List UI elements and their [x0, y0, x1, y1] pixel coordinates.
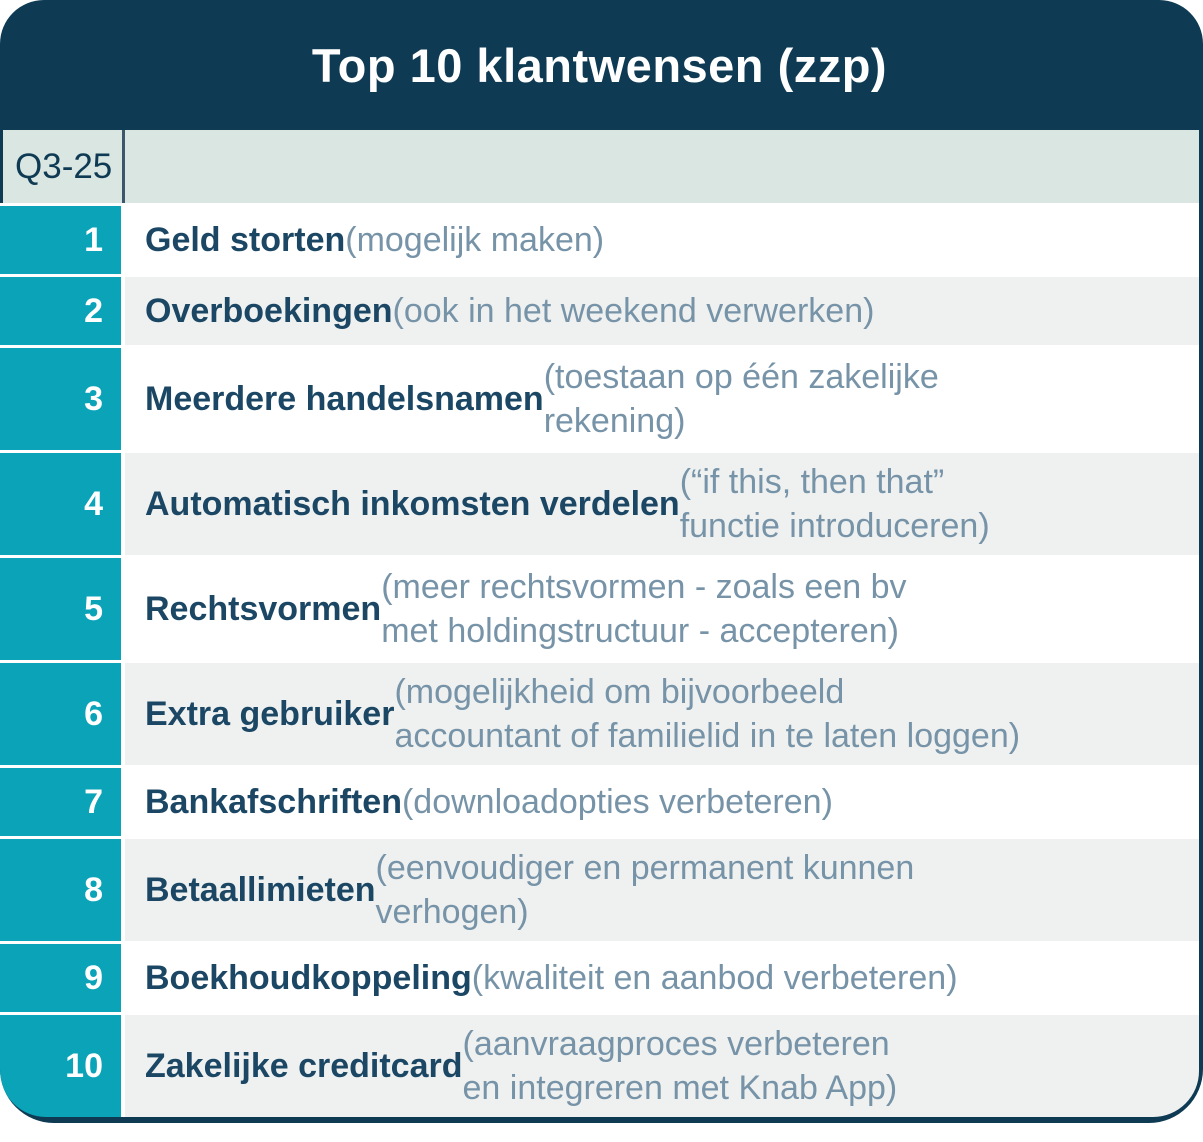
wish-note: (meer rechtsvormen - zoals een bv met ho…	[381, 568, 907, 650]
wish-note: (eenvoudiger en permanent kunnen verhoge…	[375, 849, 915, 931]
wish-note: (aanvraagproces verbeteren en integreren…	[462, 1025, 898, 1107]
wish-label: Geld storten	[145, 221, 346, 259]
wish-label: Bankafschriften	[145, 783, 402, 821]
wish-label: Overboekingen	[145, 292, 393, 330]
rank-badge: 1	[0, 206, 125, 274]
rank-badge: 10	[0, 1015, 125, 1117]
wish-row: 5 Rechtsvormen (meer rechtsvormen - zoal…	[0, 555, 1199, 660]
wish-text: Overboekingen (ook in het weekend verwer…	[125, 277, 1199, 345]
wish-text: Extra gebruiker (mogelijkheid om bijvoor…	[125, 663, 1199, 765]
wish-label: Automatisch inkomsten verdelen	[145, 485, 680, 523]
wish-row: 2 Overboekingen (ook in het weekend verw…	[0, 274, 1199, 345]
wish-label: Rechtsvormen	[145, 590, 382, 628]
rank-badge: 3	[0, 348, 125, 450]
wish-note: (toestaan op één zakelijke rekening)	[543, 358, 939, 440]
rows: 1 Geld storten (mogelijk maken) 2 Overbo…	[0, 203, 1199, 1117]
quarter-badge: Q3-25	[0, 130, 125, 203]
wish-text: Boekhoudkoppeling (kwaliteit en aanbod v…	[125, 944, 1199, 1012]
rank-badge: 9	[0, 944, 125, 1012]
title-band: Top 10 klantwensen (zzp)	[0, 0, 1199, 130]
wish-label: Boekhoudkoppeling	[145, 959, 472, 997]
wish-row: 10 Zakelijke creditcard (aanvraagproces …	[0, 1012, 1199, 1117]
wish-note: (kwaliteit en aanbod verbeteren)	[471, 959, 958, 997]
quarter-header-spacer	[125, 130, 1199, 203]
wish-label: Zakelijke creditcard	[145, 1047, 463, 1085]
rank-badge: 6	[0, 663, 125, 765]
wish-row: 9 Boekhoudkoppeling (kwaliteit en aanbod…	[0, 941, 1199, 1012]
page-title: Top 10 klantwensen (zzp)	[311, 38, 888, 92]
quarter-header-row: Q3-25	[0, 130, 1199, 203]
rank-badge: 8	[0, 839, 125, 941]
wish-row: 8 Betaallimieten (eenvoudiger en permane…	[0, 836, 1199, 941]
wish-text: Rechtsvormen (meer rechtsvormen - zoals …	[125, 558, 1199, 660]
wish-row: 6 Extra gebruiker (mogelijkheid om bijvo…	[0, 660, 1199, 765]
wish-label: Meerdere handelsnamen	[145, 380, 544, 418]
wish-text: Meerdere handelsnamen (toestaan op één z…	[125, 348, 1199, 450]
wish-row: 4 Automatisch inkomsten verdelen (“if th…	[0, 450, 1199, 555]
wish-text: Zakelijke creditcard (aanvraagproces ver…	[125, 1015, 1199, 1117]
wish-label: Betaallimieten	[145, 871, 376, 909]
wish-note: (downloadopties verbeteren)	[401, 783, 833, 821]
wish-row: 1 Geld storten (mogelijk maken)	[0, 203, 1199, 274]
rank-badge: 5	[0, 558, 125, 660]
rank-badge: 4	[0, 453, 125, 555]
wish-note: (“if this, then that” functie introducer…	[679, 463, 990, 545]
wish-text: Bankafschriften (downloadopties verbeter…	[125, 768, 1199, 836]
wish-label: Extra gebruiker	[145, 695, 395, 733]
wish-text: Geld storten (mogelijk maken)	[125, 206, 1199, 274]
wish-row: 7 Bankafschriften (downloadopties verbet…	[0, 765, 1199, 836]
wish-text: Automatisch inkomsten verdelen (“if this…	[125, 453, 1199, 555]
rank-badge: 7	[0, 768, 125, 836]
wish-text: Betaallimieten (eenvoudiger en permanent…	[125, 839, 1199, 941]
wish-note: (mogelijkheid om bijvoorbeeld accountant…	[394, 673, 1021, 755]
wish-row: 3 Meerdere handelsnamen (toestaan op één…	[0, 345, 1199, 450]
wish-note: (mogelijk maken)	[345, 221, 605, 259]
rank-badge: 2	[0, 277, 125, 345]
wish-note: (ook in het weekend verwerken)	[392, 292, 875, 330]
